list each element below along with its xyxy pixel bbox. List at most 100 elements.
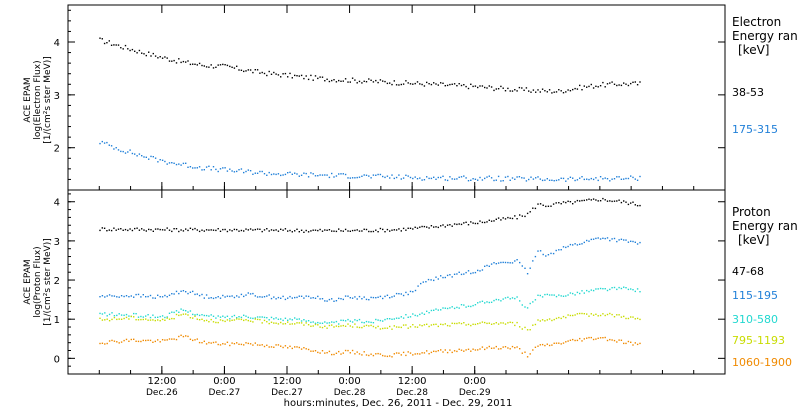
data-point [572, 338, 574, 341]
data-point [504, 297, 507, 299]
data-point [284, 228, 287, 230]
data-point [178, 292, 180, 295]
data-point [590, 336, 592, 339]
data-point [460, 304, 463, 306]
data-point [312, 321, 314, 323]
data-point [128, 296, 130, 298]
data-point [142, 318, 144, 321]
data-point [391, 83, 393, 86]
data-point [414, 289, 417, 292]
data-point [166, 317, 168, 319]
data-point [435, 323, 437, 325]
data-point [210, 64, 212, 66]
data-point [579, 243, 581, 245]
data-point [599, 238, 602, 240]
data-point [263, 319, 266, 322]
data-point [386, 175, 389, 177]
data-point [516, 346, 518, 348]
data-point [493, 299, 495, 302]
data-point [634, 318, 636, 320]
data-point [358, 80, 361, 83]
data-point [519, 300, 521, 302]
data-point [572, 292, 574, 295]
data-point [504, 346, 507, 348]
data-point [634, 342, 636, 344]
data-point [416, 326, 419, 328]
data-point [256, 69, 259, 71]
y-tick-label-proton: 0 [54, 354, 60, 365]
data-point [620, 339, 623, 341]
data-point [168, 338, 171, 340]
data-point [159, 159, 161, 161]
data-point [106, 295, 108, 297]
data-point [161, 318, 164, 321]
data-point [433, 279, 435, 282]
data-point [372, 354, 375, 357]
data-point [287, 319, 289, 321]
data-point [592, 338, 595, 341]
data-point [110, 44, 113, 46]
data-point [294, 230, 296, 232]
data-point [481, 179, 484, 181]
data-point [312, 173, 314, 175]
data-point [456, 350, 458, 353]
data-point [157, 316, 159, 318]
data-point [481, 321, 484, 323]
data-point [465, 177, 467, 179]
data-point [305, 172, 307, 175]
data-point [171, 293, 173, 295]
data-point [502, 87, 504, 89]
data-point [303, 347, 305, 349]
data-point [433, 309, 435, 311]
data-point [493, 347, 495, 349]
x-tick-time-label: 0:00 [213, 376, 235, 387]
data-point [595, 237, 597, 240]
data-point [550, 252, 552, 255]
data-point [551, 92, 553, 94]
data-point [173, 311, 175, 314]
data-point [547, 205, 550, 207]
data-point [537, 89, 539, 91]
data-point [222, 343, 224, 345]
data-point [525, 87, 528, 89]
data-point [379, 79, 382, 81]
data-point [526, 356, 529, 358]
data-point [545, 205, 547, 208]
data-point [548, 294, 551, 296]
data-point [634, 204, 636, 206]
data-point [166, 57, 168, 59]
data-point [120, 314, 123, 316]
data-point [511, 262, 514, 264]
data-point [602, 313, 604, 315]
data-point [217, 343, 219, 346]
data-point [616, 288, 618, 291]
data-point [500, 322, 502, 324]
data-point [137, 340, 140, 343]
data-point [586, 199, 588, 201]
data-point [101, 295, 104, 297]
data-point [287, 230, 289, 232]
data-point [402, 83, 405, 85]
data-point [500, 261, 502, 264]
data-point [319, 298, 321, 300]
data-point [240, 343, 243, 346]
data-point [417, 285, 419, 287]
data-point [477, 323, 479, 325]
data-point [124, 152, 127, 154]
data-point [117, 44, 120, 46]
data-point [154, 55, 157, 57]
data-point [590, 199, 592, 201]
electron-legend-title-2: Energy ran [732, 29, 798, 43]
data-point [379, 227, 382, 230]
data-point [152, 297, 154, 299]
legend-175-315: 175-315 [732, 123, 778, 136]
data-point [449, 349, 451, 351]
data-point [553, 180, 555, 182]
data-point [620, 84, 623, 87]
data-point [391, 229, 393, 231]
data-point [194, 339, 196, 341]
data-point [354, 177, 356, 179]
data-point [101, 319, 104, 321]
data-point [500, 219, 502, 221]
data-point [120, 150, 122, 153]
